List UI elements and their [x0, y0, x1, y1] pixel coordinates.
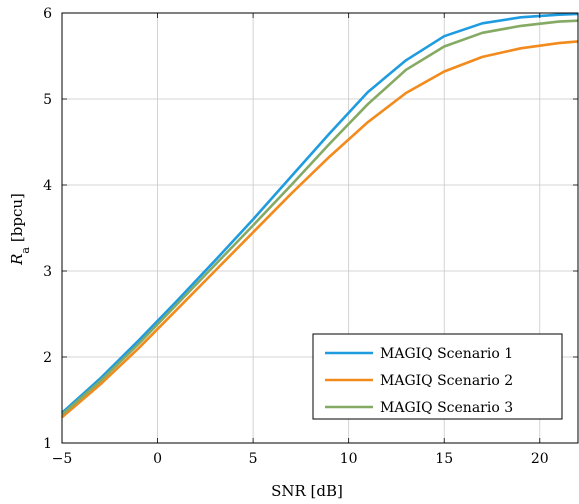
series-line-scenario-2 [61, 40, 579, 419]
plot-frame [61, 12, 579, 444]
x-tick-label: 10 [340, 451, 358, 467]
axis-ticks: −5 0 5 10 15 20 1 2 3 4 5 6 [43, 6, 578, 467]
series-lines [61, 12, 579, 419]
series-line-scenario-3 [61, 19, 579, 416]
y-axis-label-unit: [bpcu] [8, 193, 26, 242]
x-tick-label: 5 [249, 451, 258, 467]
y-tick-label: 6 [43, 6, 52, 22]
x-axis-label: SNR [dB] [271, 482, 343, 500]
legend-label-scenario-3: MAGIQ Scenario 3 [380, 400, 513, 416]
y-tick-label: 4 [43, 178, 52, 194]
y-tick-label: 3 [43, 264, 52, 280]
x-tick-label: 20 [531, 451, 549, 467]
y-tick-label: 2 [43, 350, 52, 366]
y-tick-label: 1 [43, 436, 52, 452]
x-tick-label: 15 [435, 451, 453, 467]
y-axis-label-symbol: R [8, 254, 26, 266]
x-tick-label: −5 [52, 451, 73, 467]
legend-label-scenario-2: MAGIQ Scenario 2 [380, 373, 513, 389]
legend-label-scenario-1: MAGIQ Scenario 1 [380, 346, 513, 362]
legend-box [312, 333, 563, 420]
y-axis-label: Ra [bpcu] [8, 193, 32, 266]
y-axis-label-subscript: a [19, 247, 32, 254]
x-tick-label: 0 [153, 451, 162, 467]
legend: MAGIQ Scenario 1 MAGIQ Scenario 2 MAGIQ Sc… [312, 333, 563, 420]
y-tick-label: 5 [43, 92, 52, 108]
series-line-scenario-1 [61, 12, 579, 414]
